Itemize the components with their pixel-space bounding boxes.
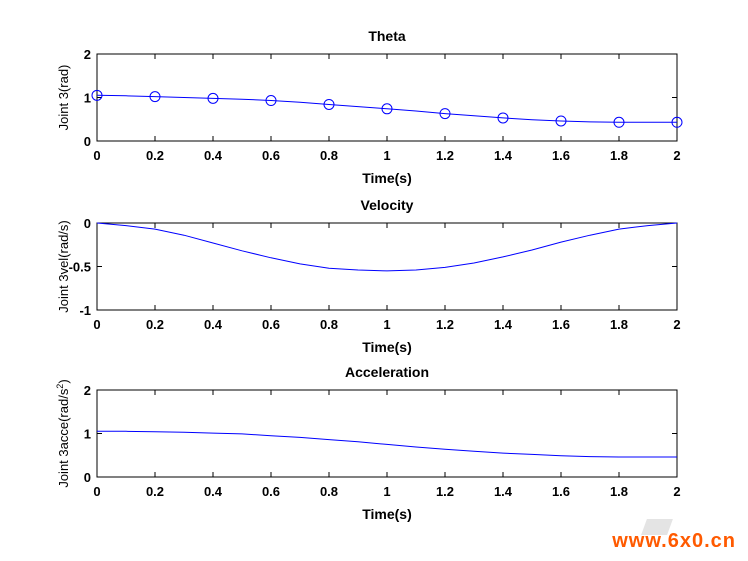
chart-1-xtick-label: 0.2 [146, 148, 164, 163]
chart-3-title: Acceleration [345, 364, 429, 380]
chart-3-xtick-label: 1 [383, 484, 390, 499]
chart-2-xtick-label: 0.6 [262, 317, 280, 332]
chart-1-data-point [439, 108, 451, 120]
chart-1-ytick-label: 2 [84, 47, 91, 62]
chart-3-xtick-label: 1.4 [494, 484, 513, 499]
chart-2-axes: Velocity 0 0.2 0.4 0.6 0.8 1 1.2 1.4 1.6 1.8 2 -1 -0.… [56, 197, 681, 355]
chart-3-xtick-label: 0.4 [204, 484, 223, 499]
chart-2-ytick-label: -0.5 [69, 260, 91, 275]
chart-3-xtick-label: 2 [673, 484, 680, 499]
chart-1-xtick-label: 0.8 [320, 148, 338, 163]
chart-1-data-point [207, 92, 219, 104]
chart-3-ytick-label: 2 [84, 383, 91, 398]
chart-2-xtick-label: 0.4 [204, 317, 223, 332]
chart-1-xtick-label: 0.4 [204, 148, 223, 163]
chart-2-xtick-label: 2 [673, 317, 680, 332]
chart-2-xtick-label: 1.4 [494, 317, 513, 332]
chart-1-data-point [671, 116, 683, 128]
chart-3-xlabel: Time(s) [362, 506, 412, 522]
chart-2-xtick-label: 1.6 [552, 317, 570, 332]
chart-1-xtick-label: 2 [673, 148, 680, 163]
chart-2-xtick-label: 0.8 [320, 317, 338, 332]
chart-1-series-line [96, 94, 677, 123]
chart-3-ytick-label: 0 [84, 470, 91, 485]
chart-1-data-point [323, 98, 335, 110]
chart-1-data-point [497, 112, 509, 124]
chart-2-xtick-label: 0.2 [146, 317, 164, 332]
chart-1-xtick-label: 1.6 [552, 148, 570, 163]
chart-1-axes: Theta 0 0.2 0.4 0.6 0.8 1 1.2 1.4 1.6 1.8 2 0 1 2 Time(… [56, 28, 683, 186]
chart-2-xtick-label: 1 [383, 317, 390, 332]
chart-1-data-point [91, 89, 103, 101]
chart-1-data-point [613, 116, 625, 128]
chart-2-ytick-label: 0 [84, 216, 91, 231]
chart-3-xtick-label: 0.2 [146, 484, 164, 499]
chart-1-xtick-label: 1 [383, 148, 390, 163]
chart-1-title: Theta [368, 28, 406, 44]
chart-3-xtick-label: 1.6 [552, 484, 570, 499]
chart-2-xlabel: Time(s) [362, 339, 412, 355]
chart-1-data-point [265, 95, 277, 107]
chart-1-ytick-label: 1 [84, 91, 91, 106]
chart-2-plot-area [96, 222, 678, 311]
chart-2-ylabel: Joint 3vel(rad/s) [56, 220, 71, 312]
chart-3-axes: Acceleration 0 0.2 0.4 0.6 0.8 1 1.2 1.4 1.6 1.8 2 0… [55, 364, 681, 522]
chart-3-xtick-label: 0 [93, 484, 100, 499]
chart-2-xtick-label: 1.2 [436, 317, 454, 332]
chart-3-xtick-label: 0.8 [320, 484, 338, 499]
chart-1-data-point [149, 91, 161, 103]
chart-2-ytick-label: -1 [79, 303, 91, 318]
chart-1-ytick-label: 0 [84, 134, 91, 149]
chart-1-xtick-label: 1.2 [436, 148, 454, 163]
chart-3-xtick-label: 1.8 [610, 484, 628, 499]
chart-1-data-point [381, 103, 393, 115]
chart-2-title: Velocity [361, 197, 414, 213]
watermark-text: www.6x0.cn [612, 530, 736, 552]
chart-3-ylabel: Joint 3acce(rad/s2) [55, 379, 71, 487]
chart-1-data-point [555, 115, 567, 127]
chart-1-xtick-label: 1.4 [494, 148, 513, 163]
chart-3-plot-area [96, 389, 678, 478]
chart-3-xtick-label: 0.6 [262, 484, 280, 499]
chart-1-xlabel: Time(s) [362, 170, 412, 186]
chart-3-series-line [97, 430, 677, 458]
chart-1-xtick-label: 0.6 [262, 148, 280, 163]
chart-1-xtick-label: 1.8 [610, 148, 628, 163]
chart-1-xtick-label: 0 [93, 148, 100, 163]
chart-2-series-line [96, 222, 678, 272]
chart-3-ytick-label: 1 [84, 427, 91, 442]
chart-3-xtick-label: 1.2 [436, 484, 454, 499]
chart-1-ylabel: Joint 3(rad) [56, 65, 71, 131]
chart-2-xtick-label: 0 [93, 317, 100, 332]
chart-2-xtick-label: 1.8 [610, 317, 628, 332]
